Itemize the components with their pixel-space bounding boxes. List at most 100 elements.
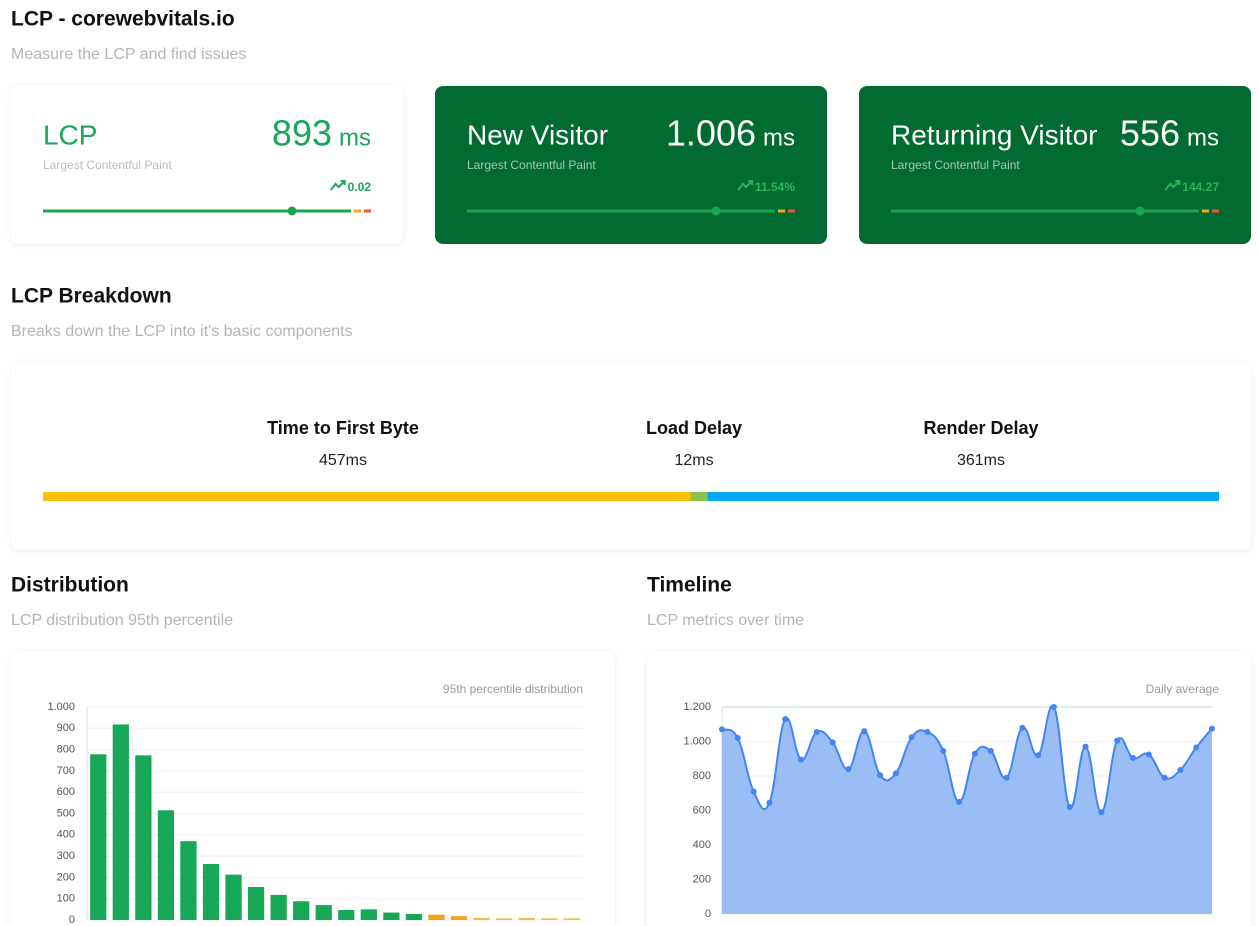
point bbox=[1019, 724, 1026, 731]
point bbox=[940, 747, 947, 754]
chart-note: Daily average bbox=[1146, 682, 1220, 696]
bar bbox=[247, 886, 265, 920]
breakdown-card bbox=[11, 363, 1251, 550]
breakdown-segment bbox=[707, 492, 1219, 501]
bar bbox=[135, 755, 152, 920]
y-tick-label: 800 bbox=[57, 744, 75, 756]
breakdown-value: 12ms bbox=[674, 452, 713, 469]
breakdown-label: Time to First Byte bbox=[267, 418, 419, 438]
bar bbox=[450, 916, 468, 920]
section-subtitle: LCP distribution 95th percentile bbox=[11, 612, 233, 629]
point bbox=[798, 756, 805, 763]
point bbox=[1066, 804, 1073, 811]
bar bbox=[541, 918, 558, 920]
point bbox=[845, 766, 852, 773]
point bbox=[1098, 809, 1105, 816]
point bbox=[971, 750, 978, 757]
trend-icon bbox=[737, 180, 753, 191]
point bbox=[987, 747, 994, 754]
bar bbox=[315, 905, 332, 920]
breakdown-segment bbox=[690, 492, 708, 501]
metric-unit: ms bbox=[1187, 124, 1219, 151]
point bbox=[1145, 751, 1152, 758]
y-tick-label: 1.000 bbox=[47, 701, 75, 713]
metric-label: Returning Visitor bbox=[891, 119, 1097, 150]
point bbox=[1161, 774, 1168, 781]
bar bbox=[518, 917, 535, 920]
breakdown-value: 457ms bbox=[319, 452, 367, 469]
progress-marker bbox=[711, 206, 721, 216]
metric-subtitle: Largest Contentful Paint bbox=[43, 158, 172, 172]
point bbox=[924, 729, 931, 736]
y-tick-label: 100 bbox=[57, 893, 75, 905]
metric-subtitle: Largest Contentful Paint bbox=[467, 158, 596, 172]
section-subtitle: Breaks down the LCP into it's basic comp… bbox=[11, 323, 353, 340]
trend-value: 0.02 bbox=[348, 180, 372, 194]
bar bbox=[270, 894, 287, 920]
page-title: LCP - corewebvitals.io bbox=[11, 8, 235, 31]
bar bbox=[405, 914, 423, 920]
y-tick-label: 800 bbox=[693, 770, 711, 782]
trend-icon bbox=[329, 180, 346, 191]
bar bbox=[112, 724, 129, 920]
progress-marker bbox=[287, 206, 297, 216]
point bbox=[750, 788, 757, 795]
metric-value: 556 bbox=[1120, 113, 1180, 154]
section-title: Timeline bbox=[647, 574, 732, 597]
chart-note: 95th percentile distribution bbox=[443, 682, 583, 696]
metric-unit: ms bbox=[339, 124, 371, 151]
trend-value: 11.54% bbox=[755, 180, 795, 194]
y-tick-label: 600 bbox=[57, 786, 75, 798]
point bbox=[877, 772, 884, 779]
point bbox=[734, 735, 741, 742]
metric-label: LCP bbox=[43, 119, 97, 150]
trend-icon-head bbox=[1175, 180, 1181, 185]
breakdown-segment bbox=[43, 492, 691, 501]
metric-card bbox=[859, 86, 1251, 244]
bar bbox=[360, 909, 377, 920]
y-tick-label: 400 bbox=[57, 829, 75, 841]
bar bbox=[563, 918, 580, 920]
breakdown-label: Render Delay bbox=[923, 418, 1038, 438]
metric-value: 893 bbox=[272, 113, 332, 154]
point bbox=[1177, 766, 1184, 773]
trend-icon-head bbox=[747, 180, 753, 185]
y-tick-label: 1.000 bbox=[683, 735, 711, 747]
point bbox=[829, 739, 836, 746]
trend-icon bbox=[1164, 180, 1181, 191]
y-tick-label: 400 bbox=[693, 839, 711, 851]
point bbox=[1082, 743, 1089, 750]
point bbox=[1114, 737, 1121, 744]
y-tick-label: 900 bbox=[57, 722, 75, 734]
trend-value: 144.27 bbox=[1182, 180, 1219, 194]
point bbox=[1129, 754, 1136, 761]
bar bbox=[225, 874, 242, 920]
metric-unit: ms bbox=[763, 124, 795, 151]
y-tick-label: 0 bbox=[69, 914, 75, 926]
section-title: LCP Breakdown bbox=[11, 285, 172, 308]
point bbox=[1003, 774, 1010, 781]
bar bbox=[495, 918, 513, 920]
point bbox=[892, 770, 899, 777]
point bbox=[956, 798, 963, 805]
bar bbox=[473, 917, 490, 920]
bar bbox=[202, 863, 220, 920]
progress-marker bbox=[1135, 206, 1145, 216]
y-tick-label: 200 bbox=[57, 871, 75, 883]
section-subtitle: LCP metrics over time bbox=[647, 612, 804, 629]
point bbox=[719, 726, 725, 733]
y-tick-label: 1.200 bbox=[683, 701, 711, 713]
y-tick-label: 700 bbox=[57, 765, 75, 777]
y-tick-label: 0 bbox=[705, 908, 711, 920]
point bbox=[813, 729, 820, 736]
bar bbox=[157, 810, 175, 920]
page-subtitle: Measure the LCP and find issues bbox=[11, 46, 246, 63]
breakdown-label: Load Delay bbox=[646, 418, 742, 438]
trend-icon-head bbox=[340, 180, 346, 185]
y-tick-label: 200 bbox=[693, 873, 711, 885]
metric-card bbox=[435, 86, 827, 244]
point bbox=[1209, 725, 1215, 732]
point bbox=[782, 716, 789, 723]
bar bbox=[293, 901, 310, 920]
y-tick-label: 500 bbox=[57, 807, 75, 819]
